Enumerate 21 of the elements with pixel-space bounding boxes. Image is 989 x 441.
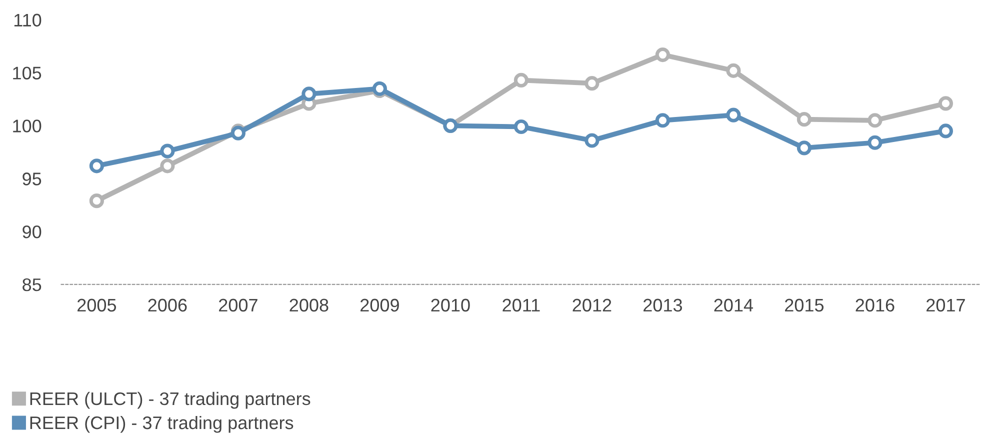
y-tick-label: 100 xyxy=(13,120,42,132)
x-tick-label: 2006 xyxy=(148,298,187,312)
x-tick-label: 2009 xyxy=(360,298,399,312)
x-tick-label: 2015 xyxy=(785,298,824,312)
x-tick-label: 2017 xyxy=(926,298,965,312)
y-tick-label: 110 xyxy=(14,14,42,27)
x-tick-label: 2012 xyxy=(572,298,612,312)
y-tick-label: 85 xyxy=(22,278,42,292)
x-tick-label: 2013 xyxy=(644,298,682,312)
x-tick-label: 2007 xyxy=(219,298,258,312)
y-tick-label: 90 xyxy=(22,225,42,238)
y-tick-label: 95 xyxy=(22,172,42,186)
x-tick-label: 2010 xyxy=(431,298,470,312)
x-tick-label: 2008 xyxy=(290,298,328,312)
x-tick-label: 2005 xyxy=(78,298,116,312)
legend-label: REER (CPI) - 37 trading partners xyxy=(30,416,294,433)
x-tick-label: 2014 xyxy=(714,298,754,312)
x-tick-label: 2011 xyxy=(502,298,540,312)
legend-label: REER (ULCT) - 37 trading partners xyxy=(30,392,310,409)
y-tick-label: 105 xyxy=(13,66,42,80)
x-tick-label: 2016 xyxy=(856,298,894,312)
